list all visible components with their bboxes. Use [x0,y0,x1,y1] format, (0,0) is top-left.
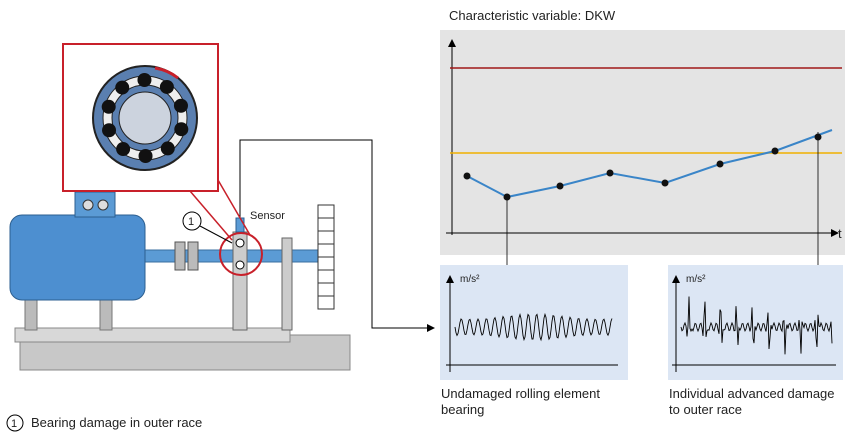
sensor-label: Sensor [250,210,285,222]
motor [9,214,146,301]
legend-callout [6,414,24,432]
rolling-element [101,99,116,114]
damage [154,66,179,80]
rolling-element [102,123,117,138]
signal-panel [668,265,843,380]
unit-label: m/s² [686,274,706,285]
caption: Individual advanced damage to outer race [669,386,835,417]
trend-line [466,129,833,199]
rolling-element [115,80,130,95]
legend-text: Bearing damage in outer race [31,415,203,430]
caption: Undamaged rolling element bearing [441,386,600,417]
rolling-element [159,79,174,94]
waveform [680,296,833,355]
trend-points [463,133,822,201]
flywheel [317,204,335,310]
chart-panel [440,30,845,255]
rolling-element [138,148,153,163]
coupling [187,241,199,271]
cable [239,139,435,332]
callout [182,211,202,231]
rolling-element [116,142,131,157]
highlight [219,232,263,276]
axis-label: t [838,226,842,241]
rolling-element [160,141,175,156]
terminal-box [74,191,116,218]
callout-number: 1 [188,216,195,228]
unit-label: m/s² [460,274,480,285]
bearing-stand [281,237,293,331]
platform [14,327,291,343]
coupling [174,241,186,271]
rolling-element [137,73,152,88]
shaft [139,249,323,263]
rolling-element [174,122,189,137]
sensor [235,217,245,233]
waveform [454,312,613,342]
legend-number: 1 [11,418,18,430]
chart-title: Characteristic variable: DKW [449,8,616,23]
rolling-element [173,98,188,113]
